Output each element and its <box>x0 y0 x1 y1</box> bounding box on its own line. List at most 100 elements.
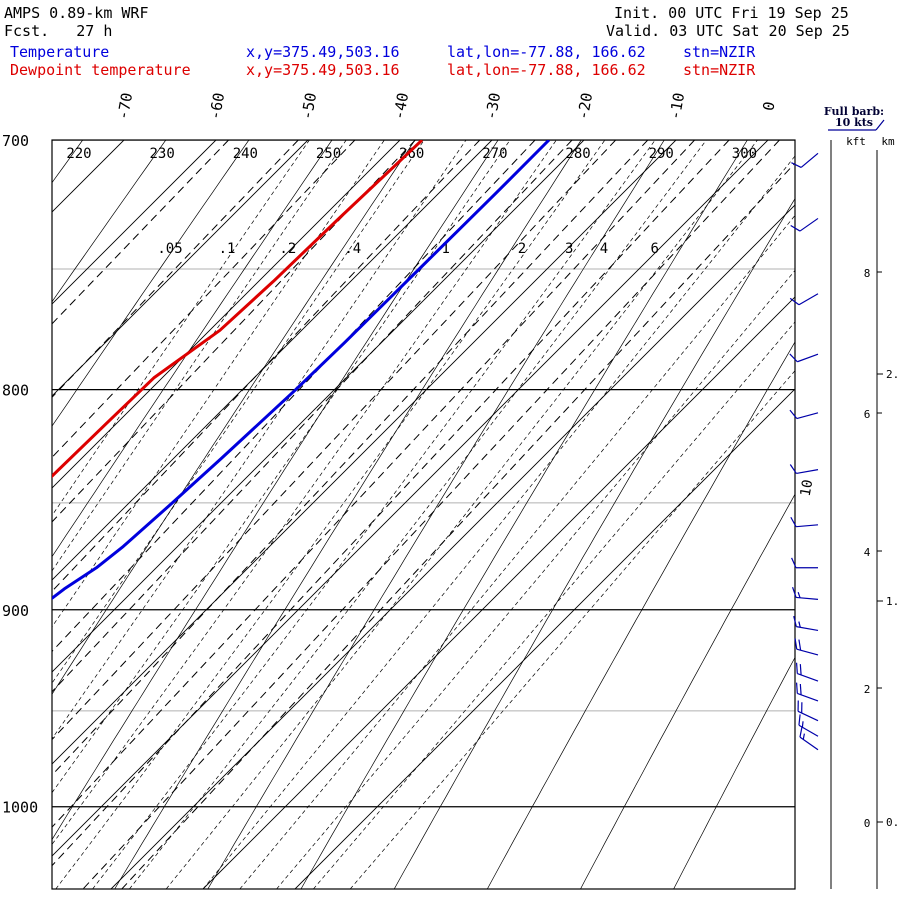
mixing-ratio-line <box>82 140 780 889</box>
wind-barb-feather <box>791 557 797 569</box>
wind-barb <box>789 409 819 420</box>
legend-temperature-latlon: lat,lon=-77.88, 166.62 <box>447 43 646 61</box>
legend-temperature-name: Temperature <box>10 43 110 61</box>
wind-barb-feather <box>798 714 801 726</box>
wind-barb <box>791 557 818 569</box>
kft-tick-label: 6 <box>864 408 871 421</box>
kft-axis-label: kft <box>846 135 866 148</box>
pressure-label: 700 <box>2 132 29 150</box>
dry-adiabat-line <box>300 140 748 889</box>
diagram-grid <box>0 140 795 889</box>
moist-adiabat-line <box>313 321 795 889</box>
dry-adiabat-line <box>673 656 795 889</box>
wind-barb-staff <box>799 217 819 232</box>
mixing-ratio-line <box>121 162 795 889</box>
isotherm-line <box>52 140 401 489</box>
wind-barb <box>789 464 819 475</box>
isotherm-line <box>52 140 493 581</box>
mixing-ratio-line <box>52 140 649 776</box>
km-tick-label: 1. <box>886 595 899 608</box>
isotherm-label: -70 <box>114 91 136 121</box>
wind-barb-feather <box>793 615 797 627</box>
wind-barb <box>795 662 819 682</box>
wetbulb-label: 10 <box>798 478 817 497</box>
dry-adiabat-line <box>52 140 167 303</box>
wind-barb-feather <box>789 353 798 363</box>
dry-adiabat-line <box>207 140 665 889</box>
wind-barb-feather <box>794 638 798 650</box>
full-barb-speed-label: 10 kts <box>835 116 873 129</box>
wind-barb <box>794 638 819 656</box>
wind-barb-panel: Full barb:10 kts kft km 8 6 4 2 0 2. 1. 0. <box>789 105 899 889</box>
init-time: Init. 00 UTC Fri 19 Sep 25 <box>614 4 849 22</box>
wind-barb-staff <box>796 524 819 528</box>
fcst-value: 27 h <box>76 22 113 40</box>
moist-adiabat-line <box>165 140 758 889</box>
wind-barb-staff <box>800 152 819 168</box>
wind-barb-feather <box>791 587 797 598</box>
wind-barb-staff <box>796 469 819 475</box>
wind-barb-staff <box>797 710 819 722</box>
wind-barb-feather <box>798 621 801 628</box>
wind-barb-staff <box>797 692 819 702</box>
wind-barb <box>791 587 819 600</box>
mixing-ratio-label: 3 <box>565 241 573 257</box>
wind-barb-feather <box>791 162 802 168</box>
mixing-ratio-line <box>52 140 695 828</box>
wind-barb-feather <box>799 726 803 738</box>
wind-barb <box>789 353 819 363</box>
moist-adiabat-line <box>52 140 385 628</box>
model-title: AMPS 0.89-km WRF <box>4 4 149 22</box>
wind-barb-feather <box>790 224 801 232</box>
kft-tick-label: 2 <box>864 683 871 696</box>
wind-barb-feather <box>795 662 798 674</box>
moist-adiabat-line <box>52 140 511 794</box>
full-barb-label: Full barb: <box>824 105 884 118</box>
mixing-ratio-label: .4 <box>344 241 361 257</box>
isotherm-line <box>52 140 769 857</box>
wind-barb-staff <box>798 293 819 306</box>
mixing-ratio-label: .2 <box>279 241 296 257</box>
isotherm-line <box>52 140 585 673</box>
dry-adiabat-label: 240 <box>233 146 258 162</box>
legend-dewpoint-name: Dewpoint temperature <box>10 61 191 79</box>
isotherm-line <box>52 140 217 305</box>
moist-adiabat-line <box>202 155 795 889</box>
pressure-label: 900 <box>2 602 29 620</box>
isotherm-line <box>52 140 677 765</box>
wind-barb <box>799 726 819 751</box>
dewpoint-profile-line <box>52 140 424 479</box>
wind-barb <box>797 700 819 722</box>
dry-adiabat-label: 230 <box>150 146 175 162</box>
mixing-ratio-line <box>52 140 229 325</box>
dry-adiabat-label: 300 <box>732 146 757 162</box>
moist-adiabat-line <box>52 140 347 572</box>
valid-time: Valid. 03 UTC Sat 20 Sep 25 <box>606 22 850 40</box>
wind-barb-staff <box>796 596 819 600</box>
isotherm-label: -60 <box>206 91 228 121</box>
isotherm-label: -50 <box>298 91 320 121</box>
wind-barb <box>789 293 819 306</box>
isotherm-label: -30 <box>482 91 504 121</box>
km-axis-label: km <box>881 135 895 148</box>
moist-adiabat-line <box>349 370 795 889</box>
wind-barb <box>791 152 819 168</box>
dry-adiabat-label: 220 <box>66 146 91 162</box>
km-tick-label: 2. <box>886 368 899 381</box>
moist-adiabat-line <box>52 140 425 684</box>
isotherm-label: 0 <box>759 100 778 112</box>
pressure-label: 1000 <box>2 799 38 817</box>
plot-frame <box>51 139 796 890</box>
wind-barb-feather <box>799 683 802 695</box>
mixing-ratio-label: .1 <box>219 241 236 257</box>
isotherm-line <box>202 296 795 889</box>
dry-adiabat-line <box>393 197 795 889</box>
moist-adiabat-line <box>55 140 606 889</box>
wind-barb-feather <box>798 639 802 651</box>
dry-adiabat-line <box>52 140 499 841</box>
wind-barb-feather <box>789 297 800 306</box>
isotherm-line <box>0 140 32 889</box>
mixing-ratio-line <box>52 140 573 693</box>
mixing-ratio-label: 1 <box>441 241 449 257</box>
